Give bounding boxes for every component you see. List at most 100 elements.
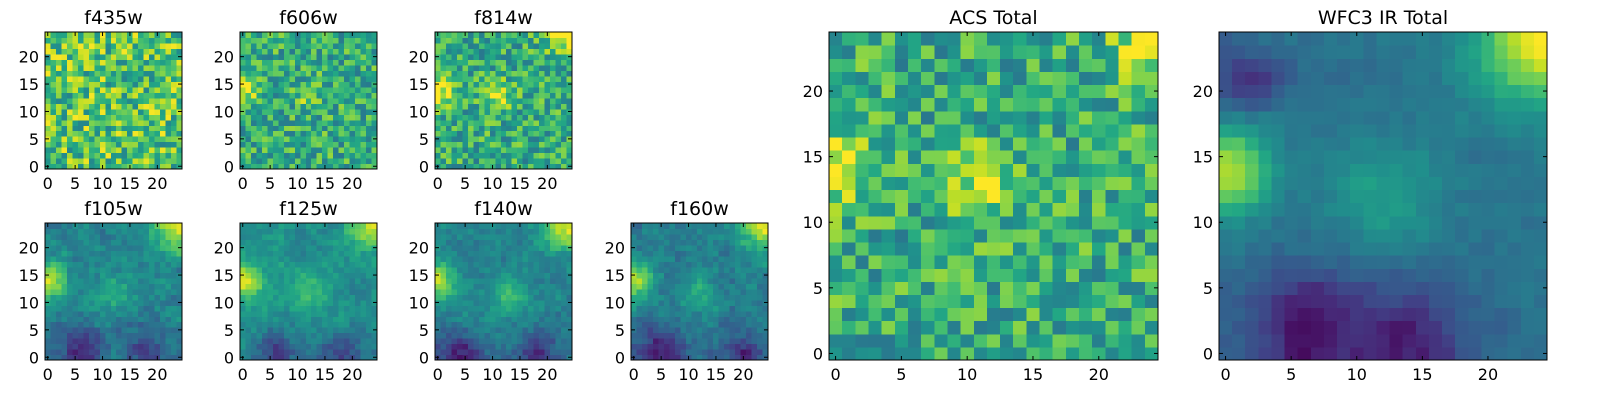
heatmap-cell <box>539 147 546 154</box>
heatmap-cell <box>1065 255 1080 269</box>
heatmap-cell <box>250 272 258 279</box>
heatmap-cell <box>371 114 378 121</box>
heatmap-cell <box>451 64 458 71</box>
heatmap-cell <box>344 354 351 361</box>
heatmap-cell <box>1013 281 1027 295</box>
heatmap-cell <box>506 158 513 165</box>
heatmap-cell <box>566 338 573 345</box>
heatmap-cell <box>533 239 540 246</box>
heatmap-cell <box>149 354 156 361</box>
heatmap-cell <box>440 354 447 361</box>
heatmap-cell <box>83 92 90 99</box>
heatmap-cell <box>445 70 453 77</box>
heatmap-cell <box>45 70 52 77</box>
heatmap-cell <box>50 244 57 251</box>
heatmap-cell <box>555 108 562 115</box>
heatmap-cell <box>143 125 150 132</box>
heatmap-cell <box>88 354 95 361</box>
heatmap-cell <box>696 332 703 339</box>
heatmap-cell <box>669 354 676 361</box>
heatmap-cell <box>440 53 447 60</box>
heatmap-cell <box>740 338 747 345</box>
heatmap-cell <box>658 349 665 356</box>
heatmap-cell <box>636 305 643 312</box>
heatmap-cell <box>371 294 378 301</box>
heatmap-cell <box>1065 333 1080 348</box>
heatmap-cell <box>555 288 562 295</box>
heatmap-cell <box>143 349 150 356</box>
heatmap-cell <box>256 158 263 165</box>
heatmap-cell <box>724 354 731 361</box>
heatmap-cell <box>435 349 442 356</box>
heatmap-cell <box>735 332 742 339</box>
heatmap-cell <box>533 250 540 257</box>
heatmap-cell <box>517 114 524 121</box>
heatmap-cell <box>55 103 63 110</box>
heatmap-cell <box>555 81 562 88</box>
heatmap-cell <box>696 223 703 230</box>
heatmap-cell <box>1039 333 1054 348</box>
heatmap-cell <box>528 244 535 251</box>
heatmap-cell <box>50 283 57 290</box>
heatmap-cell <box>344 125 351 132</box>
heatmap-cell <box>344 152 351 159</box>
heatmap-cell <box>366 223 373 230</box>
heatmap-cell <box>868 176 883 191</box>
heatmap-cell <box>338 239 345 246</box>
heatmap-cell <box>907 241 922 256</box>
heatmap-cell <box>1039 163 1054 177</box>
heatmap-cell <box>300 277 307 284</box>
heatmap-cell <box>440 277 447 284</box>
heatmap-cell <box>506 338 513 345</box>
heatmap-cell <box>539 125 546 132</box>
heatmap-cell <box>316 277 323 284</box>
heatmap-cell <box>680 310 687 317</box>
heatmap-cell <box>305 37 312 44</box>
x-tick-label: 20 <box>733 365 753 384</box>
heatmap-cell <box>947 294 962 309</box>
heatmap-cell <box>110 147 117 154</box>
heatmap-cell <box>685 294 692 301</box>
heatmap-cell <box>674 266 681 273</box>
heatmap-cell <box>473 250 480 257</box>
heatmap-cell <box>261 283 268 290</box>
heatmap-cell <box>440 250 447 257</box>
heatmap-cell <box>316 327 323 334</box>
heatmap-cell <box>333 114 340 121</box>
heatmap-cell <box>256 228 263 235</box>
heatmap-cell <box>83 75 90 82</box>
heatmap-cell <box>921 307 935 322</box>
heatmap-cell <box>729 266 736 273</box>
heatmap-cell <box>77 103 84 110</box>
heatmap-cell <box>283 299 290 306</box>
heatmap-cell <box>83 354 90 361</box>
heatmap-cell <box>311 299 318 306</box>
heatmap-cell <box>1144 268 1159 282</box>
heatmap-cell <box>121 272 128 279</box>
heatmap-cell <box>349 42 356 50</box>
heatmap-cell <box>702 277 709 284</box>
heatmap-cell <box>517 277 524 284</box>
heatmap-cell <box>371 147 378 154</box>
heatmap-cell <box>278 299 285 306</box>
heatmap-cell <box>1052 333 1067 348</box>
heatmap-cell <box>451 119 458 126</box>
heatmap-cell <box>947 215 962 230</box>
heatmap-cell <box>94 163 101 170</box>
heatmap-cell <box>947 189 962 204</box>
heatmap-cell <box>55 119 63 126</box>
heatmap-cell <box>561 108 568 115</box>
heatmap-cell <box>500 321 507 328</box>
heatmap-cell <box>478 70 485 77</box>
heatmap-cell <box>83 343 90 350</box>
heatmap-cell <box>986 163 1001 177</box>
heatmap-cell <box>478 266 485 273</box>
heatmap-cell <box>566 92 573 99</box>
heatmap-cell <box>105 299 112 306</box>
heatmap-cell <box>550 261 557 268</box>
heatmap-cell <box>467 354 474 361</box>
heatmap-cell <box>561 354 568 361</box>
heatmap-cell <box>366 283 373 290</box>
heatmap-cell <box>555 147 562 154</box>
heatmap-cell <box>478 130 485 137</box>
